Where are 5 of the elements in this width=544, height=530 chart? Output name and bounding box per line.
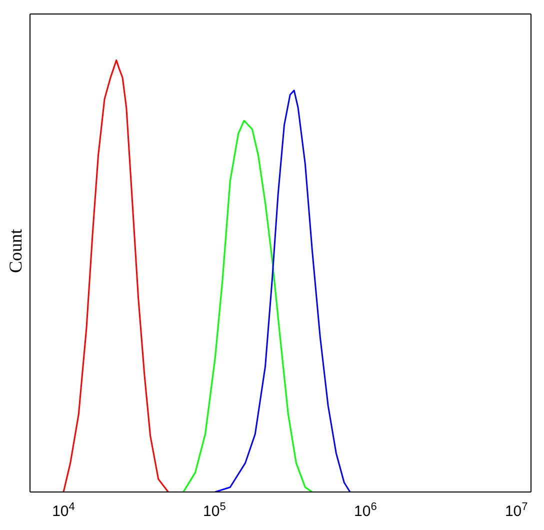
x-tick-label: 10$^{4}$ (52, 501, 75, 520)
y-axis-title: Count (5, 228, 26, 273)
x-tick-label: 10$^{6}$ (354, 501, 377, 520)
x-tick-label: 10$^{7}$ (504, 501, 528, 520)
x-tick-label: 10$^{5}$ (203, 501, 226, 520)
